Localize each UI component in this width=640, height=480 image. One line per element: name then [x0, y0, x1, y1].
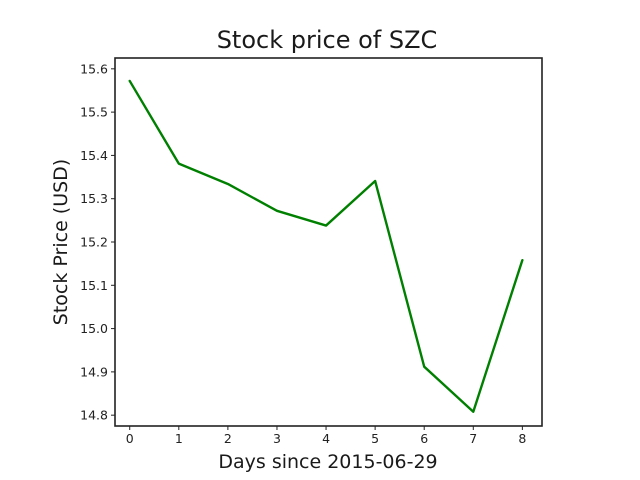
y-tick-label: 14.9 — [80, 364, 108, 379]
y-tick-label: 15.3 — [80, 191, 108, 206]
y-tick-label: 14.8 — [80, 408, 108, 423]
y-tick-label: 15.2 — [80, 235, 108, 250]
y-tick-label: 15.6 — [80, 61, 108, 76]
x-tick-label: 2 — [224, 431, 232, 446]
x-tick-label: 5 — [371, 431, 379, 446]
y-tick-label: 15.4 — [80, 148, 108, 163]
x-tick-label: 7 — [469, 431, 477, 446]
y-tick-label: 15.0 — [80, 321, 108, 336]
x-tick-label: 1 — [175, 431, 183, 446]
x-tick-label: 4 — [322, 431, 330, 446]
x-tick-label: 6 — [420, 431, 428, 446]
plot-area-frame — [114, 57, 543, 427]
y-axis-ticks: 14.8 14.9 15.0 15.1 15.2 15.3 15.4 15.5 15.6 — [80, 61, 115, 423]
x-axis-label: Days since 2015-06-29 — [218, 451, 437, 473]
series-group — [128, 79, 524, 413]
chart-title: Stock price of SZC — [217, 26, 438, 54]
y-tick-label: 15.1 — [80, 278, 108, 293]
x-tick-label: 0 — [126, 431, 134, 446]
y-tick-label: 15.5 — [80, 105, 108, 120]
y-axis-label: Stock Price (USD) — [50, 159, 72, 325]
x-tick-label: 3 — [273, 431, 281, 446]
x-tick-label: 8 — [518, 431, 526, 446]
